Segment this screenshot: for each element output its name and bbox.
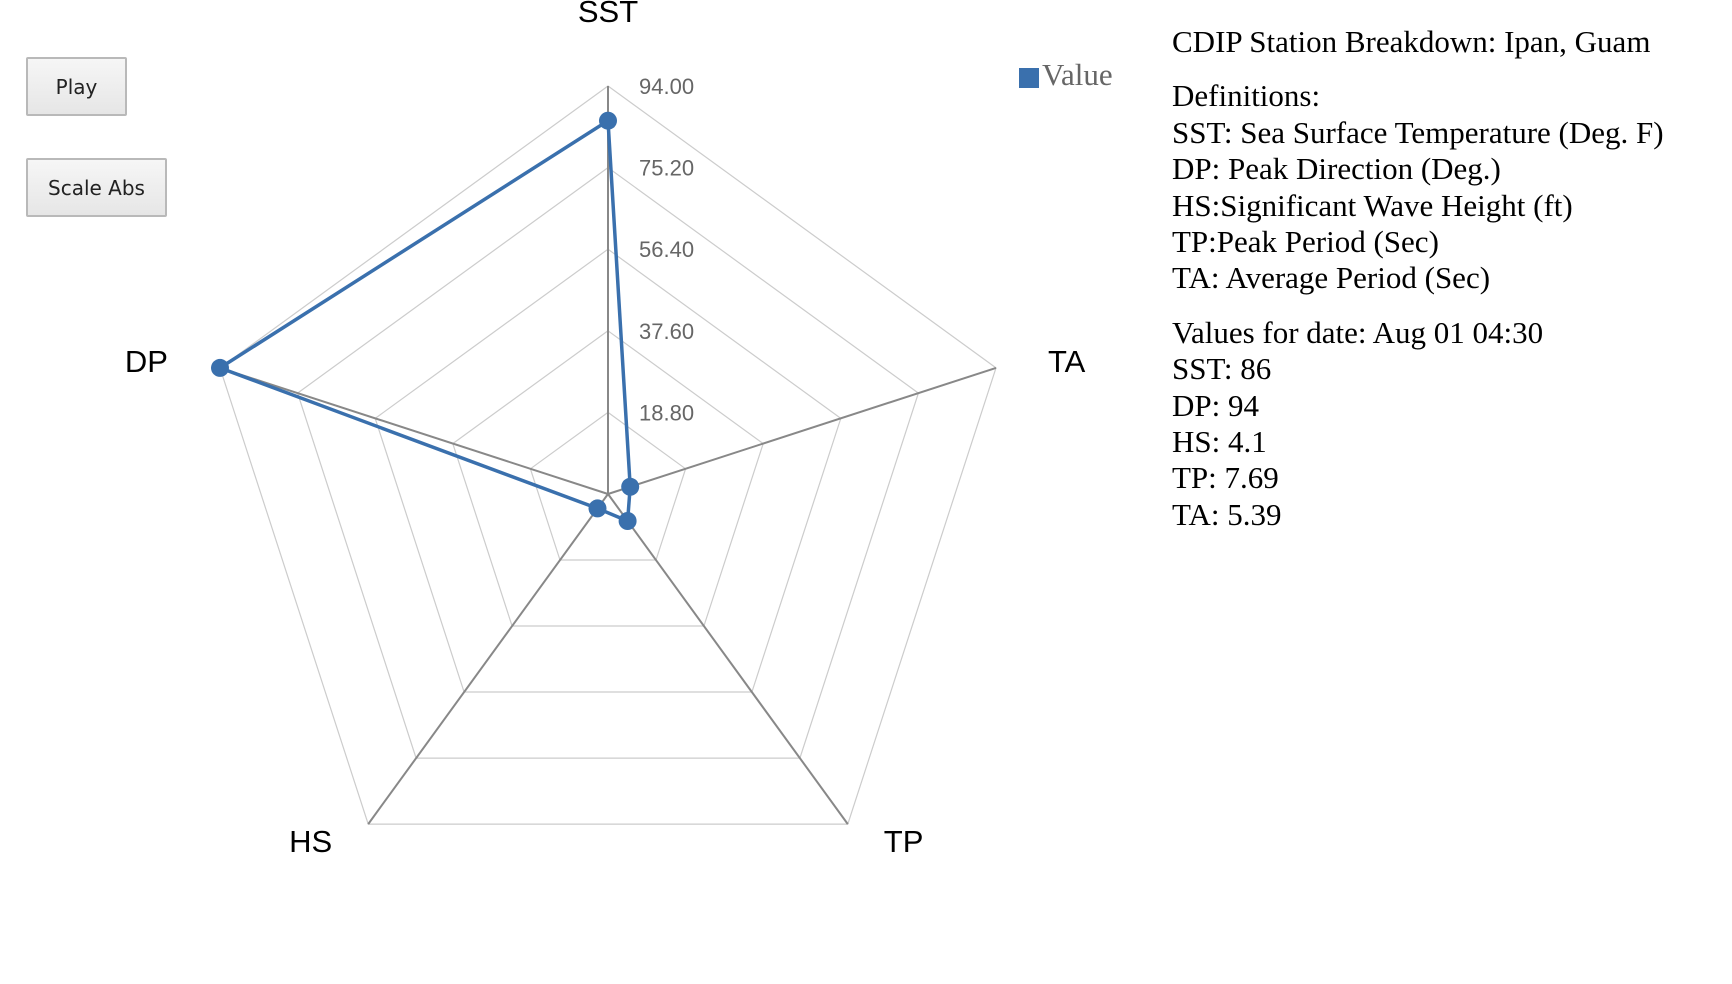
axis-line-tp [607,493,849,825]
tick-label: 37.60 [639,319,694,344]
play-button[interactable]: Play [26,57,127,116]
value-hs: HS: 4.1 [1172,424,1267,460]
tick-label: 18.80 [639,400,694,425]
legend-label-value: Value [1042,57,1113,92]
tick-label: 56.40 [639,237,694,262]
grid-ring-3 [374,248,842,693]
info-panel: CDIP Station Breakdown: Ipan, Guam Defin… [1172,24,1664,533]
tick-label: 75.20 [639,156,694,181]
radar-chart: 18.80 37.60 56.40 75.20 94.00 SST TA TP HS DP Va… [125,0,1113,859]
data-point-ta [621,477,640,496]
definition-ta: TA: Average Period (Sec) [1172,260,1491,296]
axis-label-dp: DP [125,344,168,379]
data-point-hs [588,499,607,518]
definition-hs: HS:Significant Wave Height (ft) [1172,187,1573,223]
grid-ring-2 [452,330,764,627]
data-point-sst [599,111,617,130]
grid-ring-5 [219,85,997,825]
axis-label-ta: TA [1048,344,1086,379]
chart-axes [219,86,997,825]
value-dp: DP: 94 [1172,387,1259,423]
value-tp: TP: 7.69 [1172,460,1279,496]
chart-axis-labels: SST TA TP HS DP [125,0,1086,859]
axis-line-dp [219,366,609,495]
data-point-tp [618,512,637,530]
tick-label: 94.00 [639,74,694,99]
data-point-dp [211,358,229,377]
chart-series [211,111,640,530]
chart-legend: Value [1019,57,1113,92]
definition-dp: DP: Peak Direction (Deg.) [1172,151,1501,187]
definitions-heading: Definitions: [1172,78,1321,114]
axis-line-hs [367,493,609,825]
axis-label-tp: TP [884,824,924,859]
definition-sst: SST: Sea Surface Temperature (Deg. F) [1172,114,1664,150]
definition-tp: TP:Peak Period (Sec) [1172,224,1439,260]
legend-swatch-value [1019,68,1039,88]
chart-grid [219,85,997,825]
axis-line-ta [607,366,997,495]
value-ta: TA: 5.39 [1172,496,1282,532]
grid-ring-4 [296,166,920,759]
series-line-value [218,118,632,523]
axis-label-sst: SST [578,0,638,29]
info-title: CDIP Station Breakdown: Ipan, Guam [1172,24,1651,59]
axis-label-hs: HS [289,824,332,859]
values-heading: Values for date: Aug 01 04:30 [1172,314,1544,350]
grid-ring-1 [529,411,687,561]
value-sst: SST: 86 [1172,351,1272,387]
chart-ticks: 18.80 37.60 56.40 75.20 94.00 [639,74,694,425]
scale-abs-button[interactable]: Scale Abs [26,158,167,217]
